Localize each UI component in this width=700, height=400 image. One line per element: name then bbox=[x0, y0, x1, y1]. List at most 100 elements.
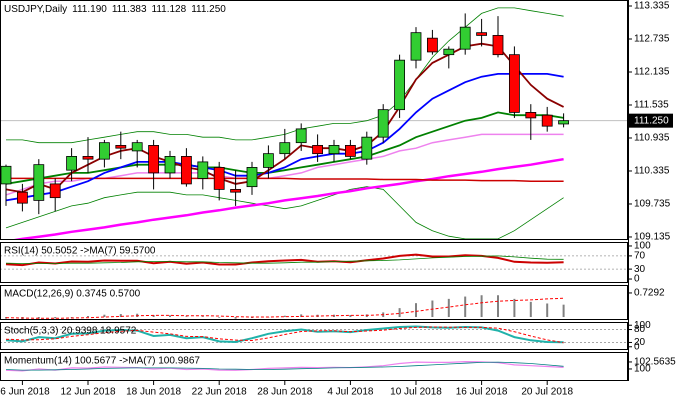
indicator-title: RSI(14) 50.5052 ->MA(7) 59.5700 bbox=[4, 246, 156, 257]
panel bbox=[0, 7, 628, 240]
x-tick-label: 4 Jul 2018 bbox=[327, 387, 374, 398]
panel bbox=[0, 253, 628, 270]
candle-body bbox=[99, 142, 110, 160]
last-price-box bbox=[629, 113, 673, 128]
title: USDJPY,Daily bbox=[4, 4, 67, 15]
series-line bbox=[5, 186, 564, 240]
y-tick-label: 100 bbox=[634, 320, 651, 331]
histogram-bar bbox=[119, 314, 122, 318]
histogram-bar bbox=[251, 317, 253, 319]
x-tick-label: 22 Jun 2018 bbox=[192, 387, 247, 398]
series-line bbox=[5, 73, 564, 202]
histogram-bar bbox=[562, 304, 565, 318]
y-tick-label: 111.535 bbox=[634, 100, 669, 111]
series-line bbox=[5, 111, 564, 185]
candle-body bbox=[197, 161, 209, 179]
candle-body bbox=[33, 164, 45, 201]
candle-body bbox=[66, 156, 77, 171]
panel-frame bbox=[0, 322, 628, 350]
histogram-bar bbox=[152, 315, 155, 318]
histogram-bar bbox=[201, 316, 204, 318]
ohlc-value: 111.250 bbox=[191, 4, 226, 15]
histogram-bar bbox=[333, 314, 335, 318]
candle-body bbox=[492, 35, 504, 56]
series-line bbox=[5, 361, 564, 371]
y-tick-label: 109.735 bbox=[634, 199, 671, 210]
candle-body bbox=[361, 136, 373, 160]
candle-body bbox=[262, 153, 274, 168]
histogram-bar bbox=[513, 298, 516, 318]
candle-body bbox=[0, 165, 12, 185]
series-line bbox=[5, 326, 564, 344]
y-tick-label: 0.7292 bbox=[634, 288, 665, 299]
candle-body bbox=[16, 191, 28, 204]
series-line bbox=[5, 253, 564, 267]
series-line bbox=[5, 297, 564, 319]
ohlc-value: 111.383 bbox=[112, 4, 147, 15]
candle-body bbox=[131, 142, 143, 152]
candle-body bbox=[312, 145, 324, 155]
candle-body bbox=[508, 54, 520, 113]
y-tick-label: 100 bbox=[634, 241, 651, 252]
candle-body bbox=[558, 120, 569, 125]
y-tick-label: 112.135 bbox=[634, 67, 670, 78]
panel bbox=[0, 325, 628, 344]
candle-body bbox=[476, 32, 488, 36]
candle-body bbox=[328, 145, 340, 155]
series-line bbox=[5, 255, 564, 264]
candle-body bbox=[443, 48, 455, 56]
histogram-bar bbox=[529, 301, 532, 318]
histogram-bar bbox=[480, 295, 483, 318]
series-line bbox=[8, 157, 564, 240]
candle-body bbox=[377, 109, 389, 138]
histogram-bar bbox=[103, 314, 106, 318]
candle-body bbox=[115, 145, 127, 149]
indicator-title: Momentum(14) 100.5677 ->MA(7) 100.9867 bbox=[4, 356, 200, 367]
y-tick-label: 30 bbox=[634, 264, 646, 275]
y-tick-label: 110.935 bbox=[634, 133, 670, 144]
chart-title: USDJPY,Daily 111.190 111.383 111.128 111.250 bbox=[4, 4, 226, 15]
series-line bbox=[5, 360, 564, 372]
candle-body bbox=[148, 145, 160, 174]
candle-body bbox=[279, 142, 291, 155]
ohlc-value: 111.128 bbox=[152, 4, 187, 15]
histogram-bar bbox=[218, 317, 221, 318]
candle-body bbox=[426, 37, 438, 53]
histogram-bar bbox=[300, 314, 303, 318]
histogram-bar bbox=[283, 315, 286, 318]
candle-body bbox=[394, 59, 406, 111]
y-tick-label: 110.335 bbox=[634, 166, 670, 177]
histogram-bar bbox=[349, 315, 352, 318]
histogram-bar bbox=[546, 303, 549, 318]
panel-frame bbox=[0, 352, 628, 381]
panel-frame bbox=[0, 0, 628, 240]
candle-body bbox=[410, 32, 422, 61]
y-tick-label: 102.5635 bbox=[634, 357, 676, 368]
y-tick-label: 113.335 bbox=[634, 1, 670, 12]
series-line bbox=[6, 177, 564, 182]
candle-body bbox=[230, 189, 242, 193]
y-tick-label: 0 bbox=[634, 274, 640, 285]
panel bbox=[5, 295, 565, 320]
y-tick-label: 100 bbox=[634, 364, 651, 375]
y-tick-label: 112.735 bbox=[634, 34, 670, 45]
candle-body bbox=[213, 167, 225, 190]
x-tick-label: 20 Jul 2018 bbox=[521, 387, 573, 398]
indicator-title: MACD(12,26,9) 0.3745 0.5700 bbox=[4, 289, 141, 300]
candle-body bbox=[525, 112, 537, 119]
candle-body bbox=[49, 183, 61, 199]
panel-frame bbox=[0, 242, 628, 283]
histogram-bar bbox=[447, 298, 450, 318]
x-tick-label: 6 Jun 2018 bbox=[0, 387, 50, 398]
histogram-bar bbox=[464, 296, 467, 318]
candle-body bbox=[246, 167, 258, 188]
last-price-label: 111.250 bbox=[634, 115, 669, 126]
histogram-bar bbox=[87, 316, 89, 318]
ohlc-value: 111.190 bbox=[72, 4, 107, 15]
y-tick-label: 70 bbox=[634, 251, 646, 262]
candle-body bbox=[180, 156, 192, 185]
y-tick-label: 0 bbox=[634, 341, 640, 352]
histogram-bar bbox=[398, 308, 401, 318]
